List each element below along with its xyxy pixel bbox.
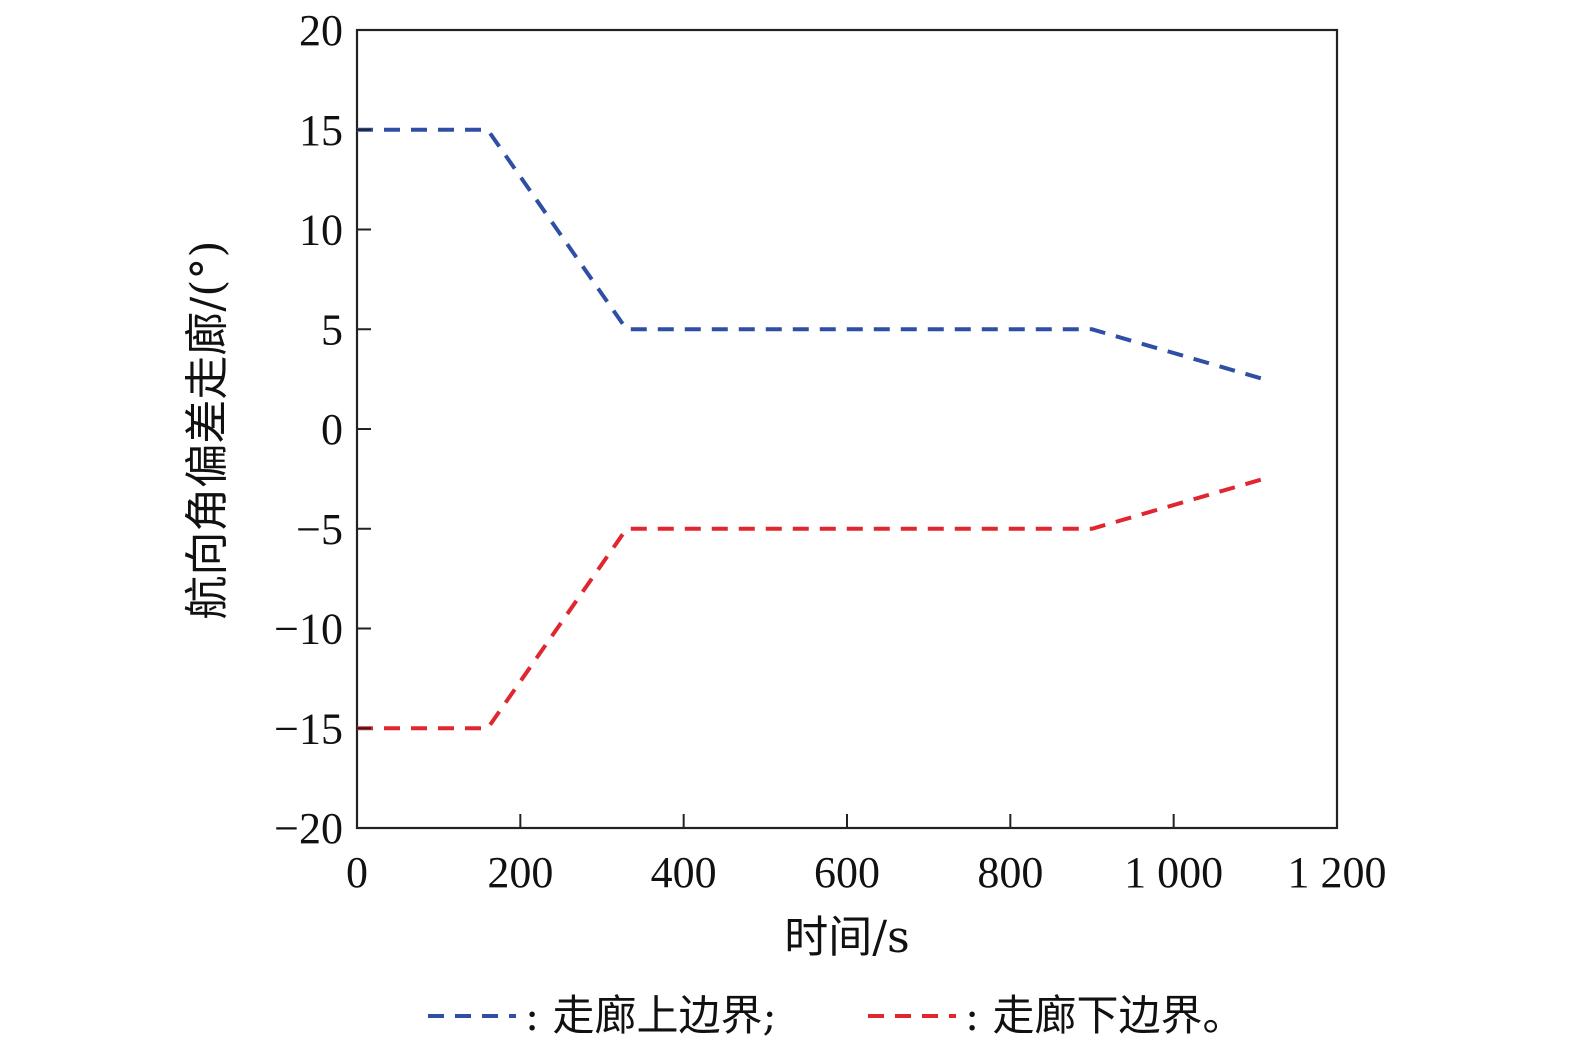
y-axis: 20 15 10 5 0 −5 −10 −15 −20 <box>274 6 371 853</box>
x-tick-label: 800 <box>977 848 1043 897</box>
x-tick-label: 0 <box>346 848 368 897</box>
plot-frame <box>355 28 1339 830</box>
series-line-1 <box>357 127 1265 382</box>
x-tick-label: 1 200 <box>1288 848 1387 897</box>
plot-area <box>355 28 1339 830</box>
y-tick-label: 5 <box>321 305 343 354</box>
x-tick-label: 600 <box>814 848 880 897</box>
y-tick-label: −20 <box>274 804 343 853</box>
y-tick-label: −5 <box>296 505 343 554</box>
legend-label-1: : 走廊上边界; <box>525 991 777 1040</box>
y-tick-label: −10 <box>274 605 343 654</box>
y-tick-label: 10 <box>299 206 343 255</box>
x-tick-label: 200 <box>487 848 553 897</box>
series-line-2 <box>357 476 1265 731</box>
legend: : 走廊上边界; : 走廊下边界。 <box>428 991 1245 1040</box>
legend-label-2: : 走廊下边界。 <box>965 991 1245 1040</box>
y-tick-label: 0 <box>321 405 343 454</box>
x-tick-label: 1 000 <box>1124 848 1223 897</box>
x-tick-label: 400 <box>651 848 717 897</box>
x-axis-title: 时间/s <box>784 912 909 963</box>
y-tick-label: 15 <box>299 106 343 155</box>
y-tick-label: −15 <box>274 704 343 753</box>
x-axis: 0 200 400 600 800 1 000 1 200 <box>346 814 1387 897</box>
y-axis-title: 航向角偏差走廊/(°) <box>182 240 233 619</box>
y-tick-label: 20 <box>299 6 343 55</box>
